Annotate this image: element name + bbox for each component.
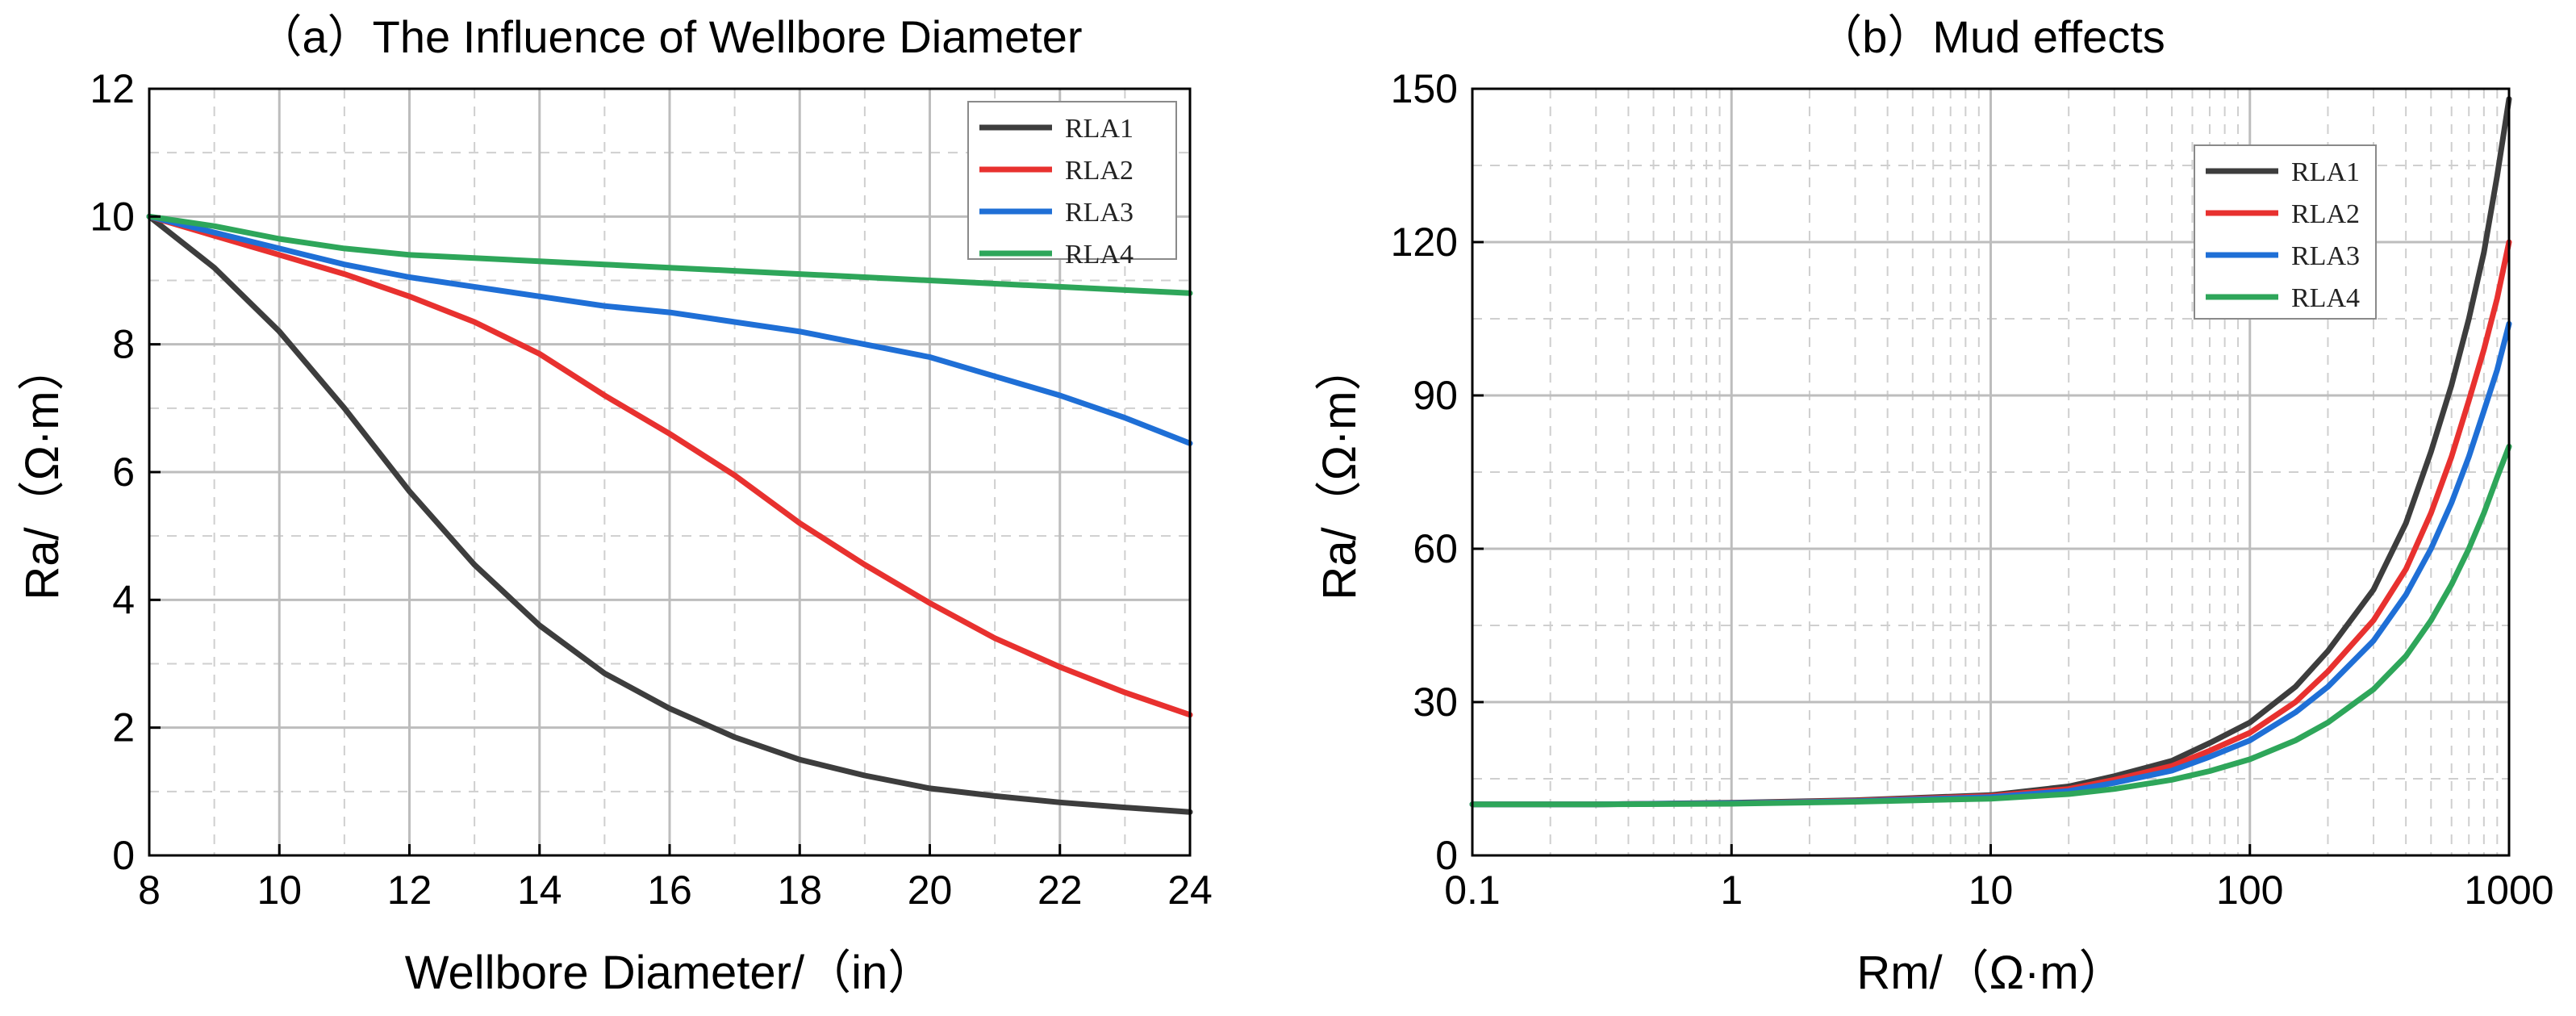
panel-b-ticks: 0.1 1 10 100 1000 0 30 60 90 120 150 xyxy=(1391,66,2554,913)
y-tick-label: 0 xyxy=(112,833,135,878)
x-tick-label: 16 xyxy=(647,868,692,913)
x-tick-label: 20 xyxy=(908,868,953,913)
legend-label-rla1: RLA1 xyxy=(2291,157,2360,187)
y-tick-label: 12 xyxy=(90,66,135,111)
x-tick-label: 0.1 xyxy=(1444,868,1501,913)
series-line-rla4 xyxy=(146,213,1193,296)
legend-label-rla1: RLA1 xyxy=(1065,114,1134,144)
panel-a-series xyxy=(146,213,1193,815)
panel-b-legend: RLA1 RLA2 RLA3 RLA4 xyxy=(2194,144,2377,320)
legend-label-rla2: RLA2 xyxy=(1065,156,1134,186)
series-line-rla4 xyxy=(1469,443,2512,808)
panel-b-x-axis-title: Rm/（Ω·m） xyxy=(1856,947,2125,999)
panel-b-series xyxy=(1469,96,2512,808)
x-tick-label: 14 xyxy=(517,868,562,913)
y-tick-label: 90 xyxy=(1413,373,1458,418)
panel-b-title: （b）Mud effects xyxy=(1817,11,2165,62)
x-tick-label: 12 xyxy=(387,868,432,913)
x-tick-label: 100 xyxy=(2216,868,2283,913)
series-line-rla2 xyxy=(146,213,1193,718)
legend-label-rla4: RLA4 xyxy=(2291,283,2360,313)
series-line-rla1 xyxy=(146,213,1193,815)
x-tick-label: 1000 xyxy=(2464,868,2553,913)
legend-label-rla3: RLA3 xyxy=(1065,198,1134,228)
legend-box xyxy=(2194,144,2377,320)
y-tick-label: 120 xyxy=(1391,220,1458,265)
y-tick-label: 4 xyxy=(112,577,135,622)
x-tick-label: 10 xyxy=(257,868,302,913)
y-tick-label: 10 xyxy=(90,194,135,239)
y-tick-label: 30 xyxy=(1413,679,1458,725)
legend-label-rla4: RLA4 xyxy=(1065,240,1134,270)
legend-label-rla3: RLA3 xyxy=(2291,241,2360,271)
panel-a-x-axis-title: Wellbore Diameter/（in） xyxy=(405,947,934,999)
y-tick-label: 0 xyxy=(1435,833,1458,878)
panel-a-legend: RLA1 RLA2 RLA3 RLA4 xyxy=(967,101,1177,270)
y-tick-label: 150 xyxy=(1391,66,1458,111)
y-tick-label: 6 xyxy=(112,449,135,495)
x-tick-label: 22 xyxy=(1037,868,1083,913)
x-tick-label: 24 xyxy=(1167,868,1213,913)
x-tick-label: 10 xyxy=(1969,868,2014,913)
panel-a-y-axis-title: Ra/（Ω·m） xyxy=(16,344,69,600)
x-tick-label: 18 xyxy=(777,868,822,913)
y-tick-label: 60 xyxy=(1413,526,1458,571)
y-tick-label: 8 xyxy=(112,322,135,367)
panel-a-title: （a）The Influence of Wellbore Diameter xyxy=(257,11,1083,62)
x-tick-label: 8 xyxy=(138,868,161,913)
panel-b-grid xyxy=(1471,87,2511,857)
y-tick-label: 2 xyxy=(112,705,135,751)
series-line-rla3 xyxy=(146,213,1193,446)
x-tick-label: 1 xyxy=(1720,868,1743,913)
legend-label-rla2: RLA2 xyxy=(2291,199,2360,229)
panel-b-y-axis-title: Ra/（Ω·m） xyxy=(1313,344,1366,600)
